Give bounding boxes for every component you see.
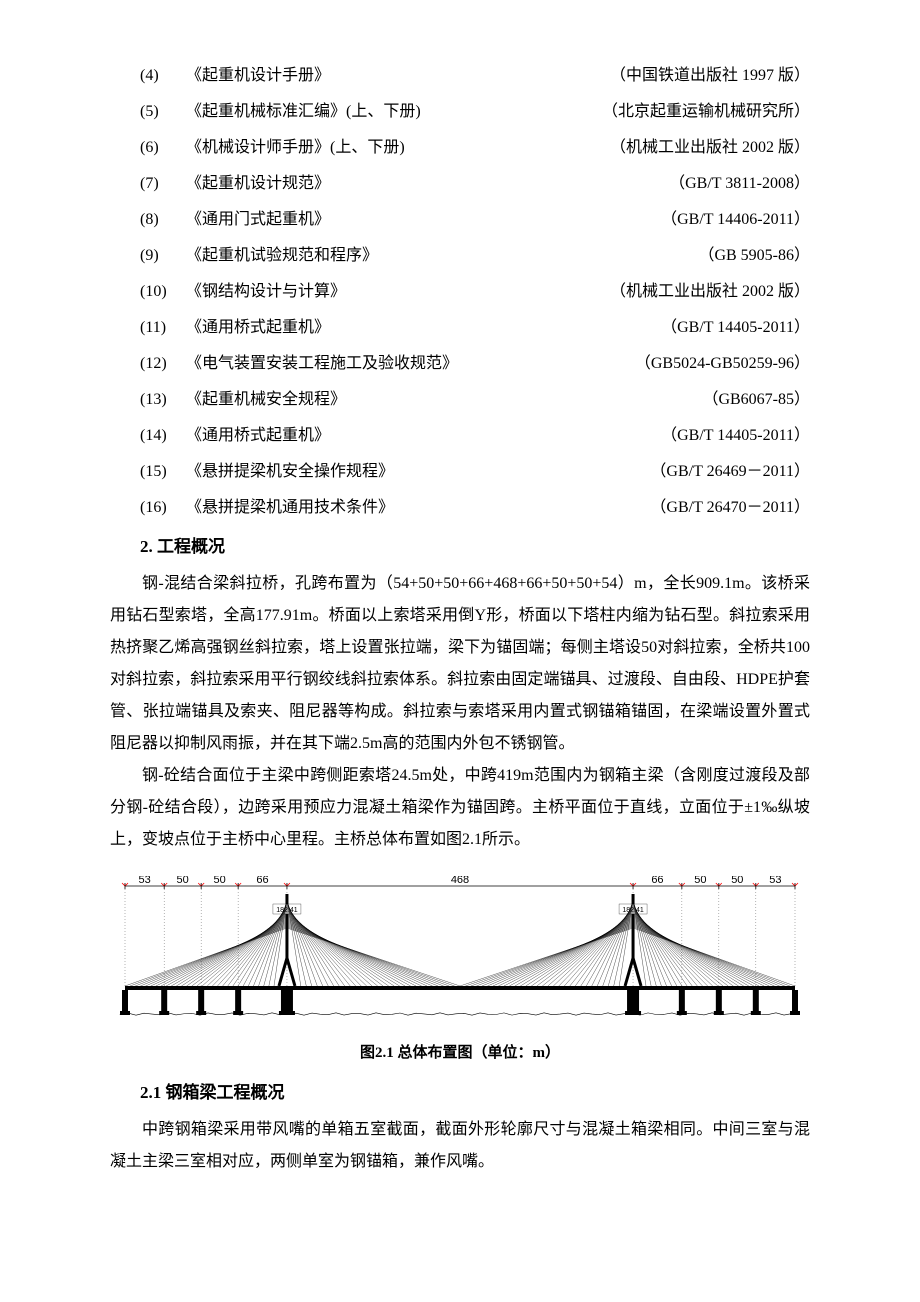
reference-source: （中国铁道出版社 1997 版） [610,60,810,92]
figure-caption: 图2.1 总体布置图（单位：m） [110,1038,810,1068]
reference-source: （GB5024-GB50259-96） [635,348,810,380]
reference-item: (11)《通用桥式起重机》 （GB/T 14405-2011） [110,312,810,344]
reference-item: (10)《钢结构设计与计算》 （机械工业出版社 2002 版） [110,276,810,308]
reference-title: 《起重机设计规范》 [186,168,330,200]
figure-2-1: 5350506646866505053182.41182.41 图2.1 总体布… [110,876,810,1068]
bridge-diagram: 5350506646866505053182.41182.41 [110,876,810,1026]
reference-source: （GB/T 14405-2011） [661,420,810,452]
reference-source: （机械工业出版社 2002 版） [610,276,810,308]
reference-title: 《起重机试验规范和程序》 [186,240,378,272]
svg-text:50: 50 [214,876,226,886]
reference-item: (7)《起重机设计规范》 （GB/T 3811-2008） [110,168,810,200]
reference-title: 《起重机械安全规程》 [186,384,346,416]
reference-item: (12)《电气装置安装工程施工及验收规范》 （GB5024-GB50259-96） [110,348,810,380]
reference-number: (7) [140,168,186,200]
section-heading-2: 2. 工程概况 [110,530,810,564]
reference-number: (16) [140,492,186,524]
reference-item: (9)《起重机试验规范和程序》 （GB 5905-86） [110,240,810,272]
reference-number: (6) [140,132,186,164]
reference-number: (14) [140,420,186,452]
reference-number: (10) [140,276,186,308]
reference-title: 《机械设计师手册》(上、下册) [186,132,405,164]
reference-number: (15) [140,456,186,488]
reference-item: (4)《起重机设计手册》 （中国铁道出版社 1997 版） [110,60,810,92]
reference-source: （GB/T 14405-2011） [661,312,810,344]
paragraph-1: 钢-混结合梁斜拉桥，孔跨布置为（54+50+50+66+468+66+50+50… [110,568,810,760]
reference-title: 《钢结构设计与计算》 [186,276,346,308]
reference-number: (13) [140,384,186,416]
reference-title: 《电气装置安装工程施工及验收规范》 [186,348,458,380]
reference-item: (14)《通用桥式起重机》 （GB/T 14405-2011） [110,420,810,452]
reference-list: (4)《起重机设计手册》 （中国铁道出版社 1997 版） (5)《起重机械标准汇编… [110,60,810,524]
reference-number: (8) [140,204,186,236]
reference-title: 《起重机械标准汇编》(上、下册) [186,96,421,128]
paragraph-3: 中跨钢箱梁采用带风嘴的单箱五室截面，截面外形轮廓尺寸与混凝土箱梁相同。中间三室与… [110,1114,810,1178]
reference-source: （GB 5905-86） [698,240,810,272]
svg-text:66: 66 [651,876,663,886]
reference-title: 《起重机设计手册》 [186,60,330,92]
reference-number: (12) [140,348,186,380]
reference-title: 《通用桥式起重机》 [186,312,330,344]
reference-source: （GB/T 26469－2011） [650,456,810,488]
reference-source: （机械工业出版社 2002 版） [610,132,810,164]
reference-number: (11) [140,312,186,344]
reference-source: （GB/T 14406-2011） [661,204,810,236]
reference-item: (6)《机械设计师手册》(上、下册) （机械工业出版社 2002 版） [110,132,810,164]
svg-text:50: 50 [731,876,743,886]
svg-text:53: 53 [769,876,781,886]
reference-item: (13)《起重机械安全规程》 （GB6067-85） [110,384,810,416]
reference-source: （GB/T 3811-2008） [669,168,810,200]
reference-source: （北京起重运输机械研究所） [602,96,810,128]
reference-title: 《悬拼提梁机安全操作规程》 [186,456,394,488]
reference-source: （GB/T 26470－2011） [650,492,810,524]
reference-title: 《通用门式起重机》 [186,204,330,236]
svg-text:50: 50 [177,876,189,886]
reference-number: (4) [140,60,186,92]
reference-number: (9) [140,240,186,272]
svg-text:53: 53 [138,876,150,886]
reference-item: (8)《通用门式起重机》 （GB/T 14406-2011） [110,204,810,236]
reference-item: (16)《悬拼提梁机通用技术条件》 （GB/T 26470－2011） [110,492,810,524]
svg-text:50: 50 [694,876,706,886]
reference-source: （GB6067-85） [702,384,810,416]
reference-item: (15)《悬拼提梁机安全操作规程》 （GB/T 26469－2011） [110,456,810,488]
svg-text:468: 468 [451,876,469,886]
reference-title: 《通用桥式起重机》 [186,420,330,452]
svg-text:66: 66 [256,876,268,886]
reference-number: (5) [140,96,186,128]
paragraph-2: 钢-砼结合面位于主梁中跨侧距索塔24.5m处，中跨419m范围内为钢箱主梁（含刚… [110,760,810,856]
reference-item: (5)《起重机械标准汇编》(上、下册) （北京起重运输机械研究所） [110,96,810,128]
reference-title: 《悬拼提梁机通用技术条件》 [186,492,394,524]
section-heading-2-1: 2.1 钢箱梁工程概况 [110,1076,810,1110]
